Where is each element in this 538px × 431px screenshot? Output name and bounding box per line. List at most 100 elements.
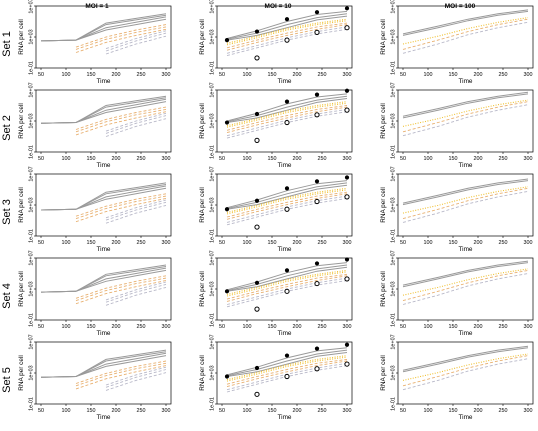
y-tick-label: 1e+07 bbox=[210, 0, 216, 14]
x-tick-label: 150 bbox=[268, 156, 277, 162]
panel-3-moi1: 50 100 150 200 250 300 1e-01 1e+03 1e+07 Time RNA … bbox=[18, 166, 172, 253]
series-line bbox=[75, 28, 167, 53]
y-tick-label: 1e+03 bbox=[29, 365, 35, 380]
x-tick-label: 300 bbox=[162, 240, 171, 246]
x-axis-title: Time bbox=[278, 414, 292, 421]
x-tick-label: 250 bbox=[499, 72, 508, 78]
y-axis-title: RNA per cell bbox=[380, 187, 387, 223]
x-tick-label: 300 bbox=[524, 240, 533, 246]
series-line bbox=[402, 347, 529, 373]
series-line bbox=[226, 347, 348, 376]
series-line bbox=[402, 17, 529, 45]
series-line bbox=[226, 271, 348, 297]
x-axis-title: Time bbox=[278, 78, 292, 85]
series-line bbox=[402, 345, 529, 371]
series-line bbox=[402, 91, 529, 117]
x-axis-title: Time bbox=[97, 414, 111, 421]
x-tick-label: 200 bbox=[474, 324, 483, 330]
x-axis-title: Time bbox=[459, 78, 473, 85]
x-tick-label: 250 bbox=[499, 324, 508, 330]
x-tick-label: 300 bbox=[343, 324, 352, 330]
y-tick-label: 1e+03 bbox=[210, 113, 216, 128]
y-tick-label: 1e-01 bbox=[29, 313, 35, 327]
x-tick-label: 100 bbox=[424, 408, 433, 414]
series-line bbox=[105, 35, 167, 55]
data-point-filled bbox=[254, 280, 260, 285]
x-tick-label: 150 bbox=[268, 72, 277, 78]
x-tick-label: 100 bbox=[62, 240, 71, 246]
x-tick-label: 250 bbox=[318, 72, 327, 78]
y-tick-label: 1e+03 bbox=[391, 29, 397, 44]
panel-frame bbox=[397, 89, 534, 153]
series-line bbox=[402, 186, 529, 214]
x-tick-label: 300 bbox=[162, 156, 171, 162]
series-line bbox=[226, 184, 348, 210]
x-tick-label: 50 bbox=[400, 324, 406, 330]
row-title-set-5: Set 5 bbox=[1, 367, 13, 393]
x-tick-label: 250 bbox=[137, 156, 146, 162]
x-tick-label: 150 bbox=[449, 72, 458, 78]
panel-4-moi100: 50 100 150 200 250 300 1e-01 1e+03 1e+07 Time RNA … bbox=[380, 250, 534, 337]
series-line bbox=[226, 360, 348, 388]
y-tick-label: 1e+07 bbox=[29, 82, 35, 97]
series-line bbox=[226, 264, 348, 292]
data-point-filled bbox=[314, 346, 320, 351]
data-point-open bbox=[314, 280, 320, 287]
series-line bbox=[40, 14, 167, 42]
series-line bbox=[75, 275, 167, 299]
series-line bbox=[226, 266, 348, 292]
x-axis-title: Time bbox=[459, 246, 473, 253]
x-tick-label: 300 bbox=[343, 408, 352, 414]
panel-2-moi10: 50 100 150 200 250 300 1e-01 1e+03 1e+07 Time RNA … bbox=[199, 82, 353, 169]
x-tick-label: 200 bbox=[293, 156, 302, 162]
data-point-open bbox=[284, 119, 290, 126]
x-tick-label: 200 bbox=[112, 156, 121, 162]
x-tick-label: 150 bbox=[87, 408, 96, 414]
y-tick-label: 1e+07 bbox=[391, 166, 397, 181]
x-tick-label: 300 bbox=[524, 156, 533, 162]
y-tick-label: 1e+07 bbox=[391, 250, 397, 265]
column-title-moi-100: MOI = 100 bbox=[445, 3, 476, 10]
y-tick-label: 1e+07 bbox=[29, 334, 35, 349]
series-line bbox=[402, 268, 529, 296]
x-tick-label: 300 bbox=[162, 72, 171, 78]
series-line bbox=[105, 32, 167, 52]
y-tick-label: 1e+03 bbox=[391, 113, 397, 128]
data-point-open bbox=[314, 29, 320, 35]
row-title-set-3: Set 3 bbox=[1, 199, 13, 225]
x-tick-label: 50 bbox=[400, 156, 406, 162]
x-tick-label: 250 bbox=[137, 72, 146, 78]
y-axis-title: RNA per cell bbox=[199, 187, 206, 223]
series-line bbox=[75, 106, 167, 130]
data-point-filled bbox=[284, 99, 290, 104]
x-tick-label: 250 bbox=[318, 324, 327, 330]
x-axis-title: Time bbox=[278, 246, 292, 253]
series-line bbox=[75, 193, 167, 217]
series-line bbox=[226, 193, 348, 220]
data-point-open bbox=[344, 276, 350, 282]
panel-4-moi1: 50 100 150 200 250 300 1e-01 1e+03 1e+07 Time RNA … bbox=[18, 250, 172, 337]
series-line bbox=[40, 267, 167, 293]
data-point-filled bbox=[314, 10, 320, 15]
row-title-set-4: Set 4 bbox=[1, 283, 13, 309]
data-point-filled bbox=[254, 365, 260, 371]
data-point-open bbox=[344, 25, 350, 31]
data-point-filled bbox=[314, 261, 320, 266]
series-line bbox=[402, 104, 529, 137]
y-axis-title: RNA per cell bbox=[18, 103, 25, 139]
x-tick-label: 100 bbox=[243, 324, 252, 330]
x-tick-label: 200 bbox=[112, 324, 121, 330]
panel-frame bbox=[35, 89, 172, 153]
x-tick-label: 150 bbox=[87, 156, 96, 162]
y-tick-label: 1e-01 bbox=[391, 61, 397, 75]
data-point-filled bbox=[224, 38, 230, 43]
series-line bbox=[226, 269, 348, 295]
y-tick-label: 1e+07 bbox=[210, 82, 216, 97]
x-tick-label: 50 bbox=[38, 408, 44, 414]
x-tick-label: 300 bbox=[524, 324, 533, 330]
panel-1-moi1: 50 100 150 200 250 300 1e-01 1e+03 1e+07 Time RNA … bbox=[18, 0, 172, 85]
y-tick-label: 1e+03 bbox=[29, 281, 35, 296]
y-axis-title: RNA per cell bbox=[380, 355, 387, 391]
y-tick-label: 1e+03 bbox=[391, 365, 397, 380]
